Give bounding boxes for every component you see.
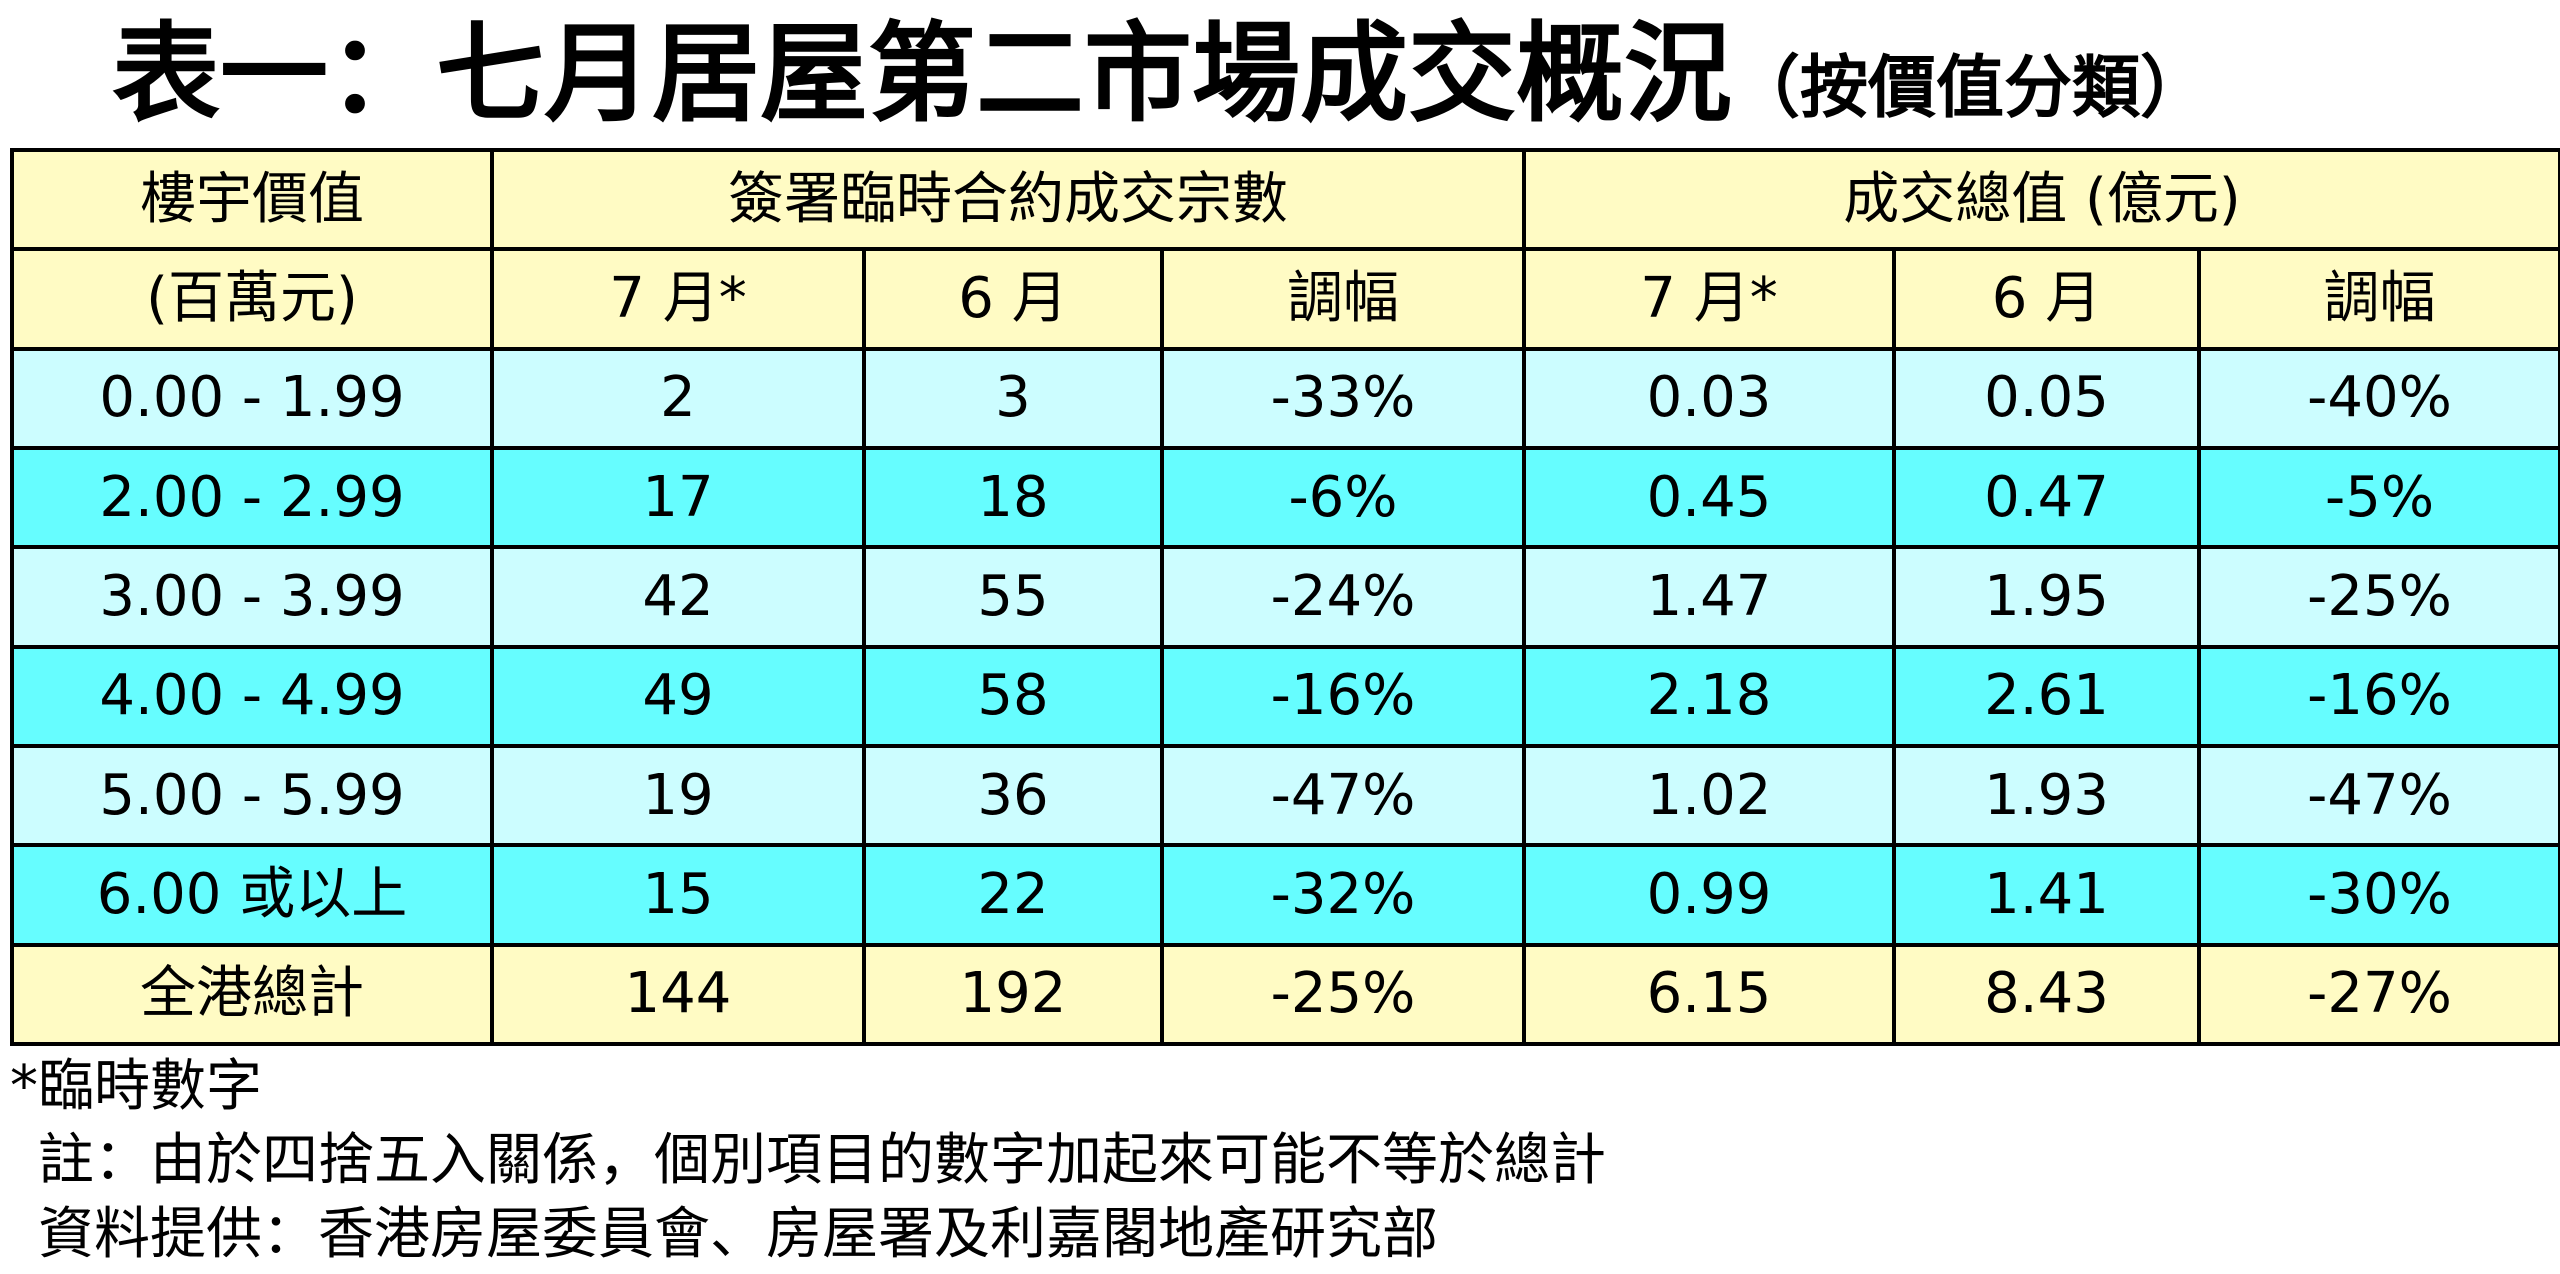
cell: 1.93 — [1892, 743, 2201, 848]
cell: 0.99 — [1522, 843, 1896, 947]
cell: 55 — [862, 545, 1164, 649]
cell: -16% — [2196, 644, 2560, 748]
header-change-count: 調幅 — [1160, 247, 1526, 351]
cell: 49 — [490, 644, 866, 748]
table-row: 5.00 - 5.99 19 36 -47% 1.02 1.93 -47% — [10, 743, 2560, 848]
row-range: 3.00 - 3.99 — [10, 545, 494, 649]
cell: 1.47 — [1522, 545, 1896, 649]
header-change-value: 調幅 — [2196, 247, 2560, 351]
row-range: 5.00 - 5.99 — [10, 743, 494, 848]
cell: 3 — [862, 346, 1164, 450]
row-range: 2.00 - 2.99 — [10, 445, 494, 550]
cell: 0.05 — [1892, 346, 2201, 450]
cell: 8.43 — [1892, 942, 2201, 1047]
cell: -5% — [2196, 445, 2560, 550]
cell: -47% — [2196, 743, 2560, 848]
cell: 0.45 — [1522, 445, 1896, 550]
cell: 17 — [490, 445, 866, 550]
cell: 1.95 — [1892, 545, 2201, 649]
table-row: 2.00 - 2.99 17 18 -6% 0.45 0.47 -5% — [10, 445, 2560, 550]
cell: 15 — [490, 843, 866, 947]
cell: -6% — [1160, 445, 1526, 550]
total-row: 全港總計 144 192 -25% 6.15 8.43 -27% — [10, 942, 2560, 1047]
header-price-unit: (百萬元) — [10, 247, 494, 351]
cell: 0.47 — [1892, 445, 2201, 550]
cell: -25% — [1160, 942, 1526, 1047]
note-source: 資料提供：香港房屋委員會、房屋署及利嘉閣地產研究部 — [38, 1202, 1438, 1267]
cell: 22 — [862, 843, 1164, 947]
header-group-value: 成交總值 (億元) — [1521, 147, 2560, 252]
cell: -27% — [2196, 942, 2560, 1047]
cell: -47% — [1160, 743, 1526, 848]
header-july-count: 7 月* — [490, 247, 866, 351]
title-sub: （按價值分類） — [1732, 49, 2209, 128]
cell: 6.15 — [1522, 942, 1896, 1047]
note-rounding: 註：由於四捨五入關係，個別項目的數字加起來可能不等於總計 — [38, 1128, 1606, 1193]
cell: 1.02 — [1522, 743, 1896, 848]
header-price-label: 樓宇價值 — [10, 147, 494, 252]
transactions-table: 樓宇價值 簽署臨時合約成交宗數 成交總值 (億元) (百萬元) 7 月* 6 月… — [10, 147, 2560, 1047]
cell: 42 — [490, 545, 866, 649]
cell: 1.41 — [1892, 843, 2201, 947]
row-range: 6.00 或以上 — [10, 843, 494, 947]
cell: 0.03 — [1522, 346, 1896, 450]
header-june-value: 6 月 — [1892, 247, 2201, 351]
cell: -32% — [1160, 843, 1526, 947]
cell: -33% — [1160, 346, 1526, 450]
cell: 2 — [490, 346, 866, 450]
cell: 58 — [862, 644, 1164, 748]
cell: -24% — [1160, 545, 1526, 649]
cell: 2.18 — [1522, 644, 1896, 748]
header-july-value: 7 月* — [1522, 247, 1896, 351]
table-row: 6.00 或以上 15 22 -32% 0.99 1.41 -30% — [10, 843, 2560, 947]
cell: 36 — [862, 743, 1164, 848]
cell: 2.61 — [1892, 644, 2201, 748]
cell: -25% — [2196, 545, 2560, 649]
row-range: 0.00 - 1.99 — [10, 346, 494, 450]
header-row-2: (百萬元) 7 月* 6 月 調幅 7 月* 6 月 調幅 — [10, 247, 2560, 351]
note-provisional: *臨時數字 — [10, 1054, 262, 1119]
cell: -30% — [2196, 843, 2560, 947]
table-row: 4.00 - 4.99 49 58 -16% 2.18 2.61 -16% — [10, 644, 2560, 748]
header-june-count: 6 月 — [862, 247, 1164, 351]
cell: 192 — [862, 942, 1164, 1047]
cell: -16% — [1160, 644, 1526, 748]
cell: 18 — [862, 445, 1164, 550]
cell: -40% — [2196, 346, 2560, 450]
cell: 144 — [490, 942, 866, 1047]
cell: 19 — [490, 743, 866, 848]
footnotes: *臨時數字 註：由於四捨五入關係，個別項目的數字加起來可能不等於總計 資料提供：… — [10, 1050, 1606, 1272]
header-row-1: 樓宇價值 簽署臨時合約成交宗數 成交總值 (億元) — [10, 147, 2560, 252]
row-range: 4.00 - 4.99 — [10, 644, 494, 748]
page-title: 表一：七月居屋第二市場成交概況（按價值分類） — [112, 10, 2208, 140]
header-group-transactions: 簽署臨時合約成交宗數 — [490, 147, 1526, 252]
table-row: 3.00 - 3.99 42 55 -24% 1.47 1.95 -25% — [10, 545, 2560, 649]
total-label: 全港總計 — [10, 942, 494, 1047]
title-main: 表一：七月居屋第二市場成交概況 — [112, 12, 1733, 137]
table-row: 0.00 - 1.99 2 3 -33% 0.03 0.05 -40% — [10, 346, 2560, 450]
